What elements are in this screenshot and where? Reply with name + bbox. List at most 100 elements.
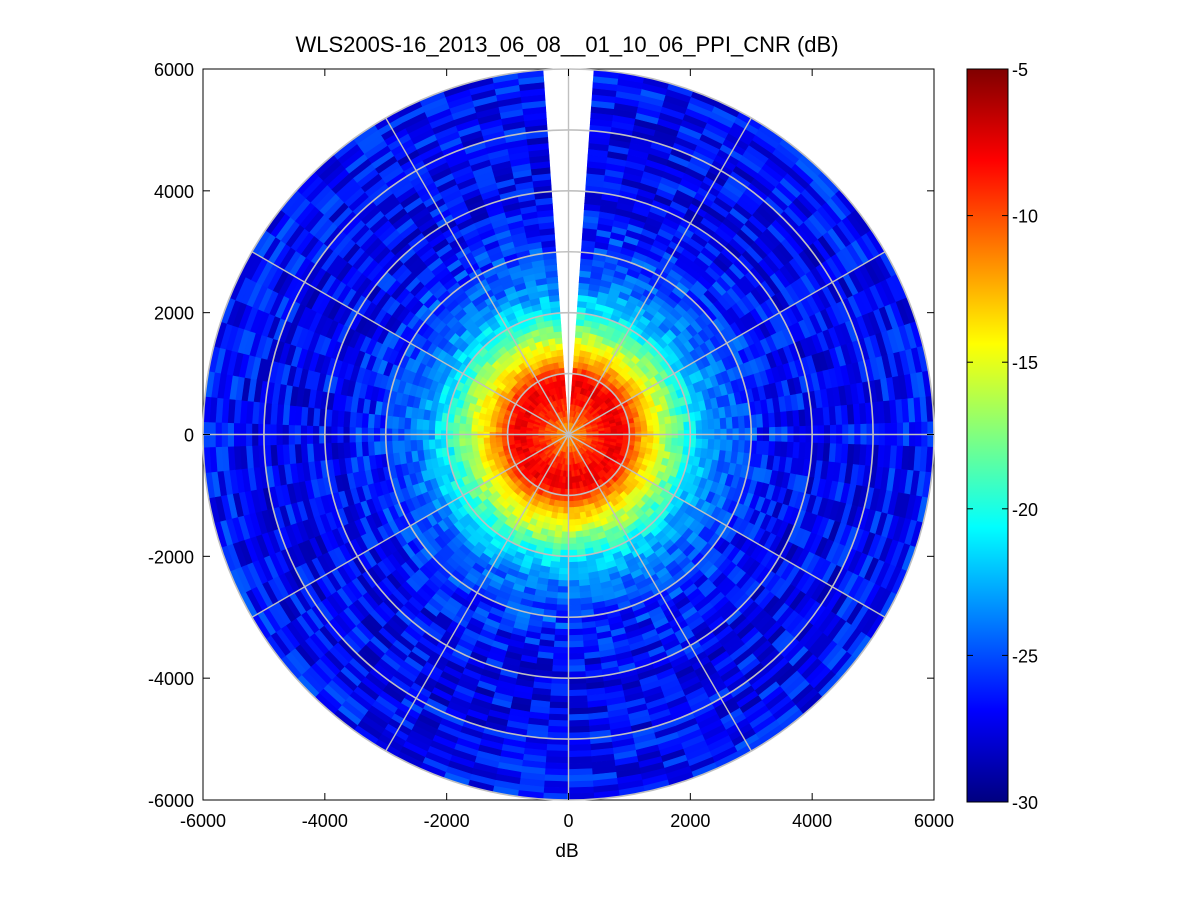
ppi-cell [646, 419, 654, 427]
ppi-cell [563, 500, 569, 508]
ppi-cell [677, 422, 685, 432]
ppi-cell [575, 536, 585, 545]
ppi-cell [568, 604, 582, 612]
ppi-cell [568, 719, 590, 728]
ppi-cell [544, 762, 569, 770]
ppi-cell [671, 422, 679, 432]
ppi-cell [610, 429, 618, 434]
ppi-cell [568, 579, 580, 588]
ppi-cell [543, 780, 569, 789]
ppi-cell [549, 695, 569, 703]
ppi-cell [452, 422, 460, 432]
ppi-cell [422, 418, 430, 430]
ppi-cell [525, 435, 533, 440]
ppi-cell [458, 422, 466, 432]
ppi-cell [560, 543, 569, 551]
ppi-cell [562, 507, 569, 515]
ppi-cell [568, 628, 583, 636]
ppi-cell [464, 437, 472, 446]
ppi-cell [557, 586, 569, 594]
ppi-cell [572, 500, 580, 508]
ppi-cell [556, 592, 569, 600]
ppi-cell [568, 707, 589, 716]
ppi-cell [470, 437, 478, 446]
ppi-cell [707, 418, 715, 430]
ppi-cell [554, 622, 569, 630]
ppi-cell [568, 744, 591, 752]
ppi-cell [568, 750, 592, 758]
ppi-cell [568, 774, 594, 783]
ppi-cell [574, 524, 583, 533]
ppi-cell [725, 416, 734, 430]
ppi-cell [550, 683, 569, 691]
ppi-cell [701, 419, 709, 431]
ppi-cell [568, 519, 576, 527]
ppi-cell [568, 592, 581, 600]
ppi-cell [574, 530, 584, 539]
ppi-cell [652, 424, 661, 432]
ppi-cell [415, 439, 424, 451]
ppi-cell [409, 417, 418, 430]
plot-area: -6000 -4000 -2000 0 2000 4000 6000 -6000-4000-… [148, 60, 954, 831]
ppi-cell [568, 500, 574, 508]
ppi-cell [434, 420, 442, 431]
ppi-cell [671, 437, 679, 447]
ppi-cell [616, 428, 624, 434]
ppi-cell [561, 519, 569, 527]
ppi-cell [551, 665, 569, 673]
ppi-cell [568, 507, 575, 515]
ppi-cell [701, 438, 709, 450]
ppi-cell [568, 713, 589, 722]
ppi-cell [574, 342, 582, 351]
ppi-cell [561, 525, 569, 533]
ppi-cell [574, 330, 584, 339]
ppi-cell [659, 437, 667, 446]
ppi-cell [554, 628, 569, 636]
ppi-cell [546, 744, 569, 752]
ppi-cell [464, 423, 472, 432]
ppi-cell [574, 518, 582, 527]
ppi-cell [548, 713, 569, 722]
ppi-cell [707, 439, 715, 451]
ppi-cell [695, 420, 703, 431]
ppi-cell [558, 561, 569, 569]
ppi-cell [568, 646, 585, 655]
ppi-cell [634, 421, 642, 428]
ppi-cell [568, 695, 588, 703]
ppi-cell [434, 438, 442, 449]
ppi-cell [428, 419, 436, 431]
ppi-cell [574, 336, 583, 345]
ppi-cell [552, 658, 569, 667]
ppi-cell [552, 536, 562, 545]
ppi-cell [568, 683, 587, 691]
ppi-cell [573, 506, 580, 514]
ppi-cell [568, 768, 593, 776]
ppi-cell [725, 439, 734, 453]
ppi-cell [634, 426, 642, 433]
ppi-cell [646, 425, 655, 433]
ppi-cell [568, 537, 577, 545]
ppi-cell [470, 423, 478, 432]
ppi-cell [568, 531, 577, 539]
ppi-cell [719, 439, 728, 452]
ppi-cell [489, 441, 497, 449]
ppi-cell [568, 689, 588, 697]
ppi-cell [555, 518, 563, 527]
ppi-cell [557, 579, 569, 588]
ppi-cell [568, 543, 577, 551]
ppi-cell [547, 725, 569, 734]
ppi-cell [719, 417, 728, 430]
ppi-cell [547, 719, 569, 728]
ppi-cell [513, 435, 521, 441]
ppi-cell [495, 436, 503, 443]
ppi-cell [553, 530, 563, 539]
ppi-cell [554, 524, 563, 533]
ppi-cell [665, 423, 673, 432]
ppi-cell [482, 425, 491, 433]
ppi-cell [604, 429, 612, 434]
ppi-cell [568, 494, 574, 502]
ppi-cell [545, 750, 569, 758]
ppi-cell [640, 420, 648, 428]
ppi-cell [483, 442, 491, 450]
ppi-cell [403, 439, 412, 453]
